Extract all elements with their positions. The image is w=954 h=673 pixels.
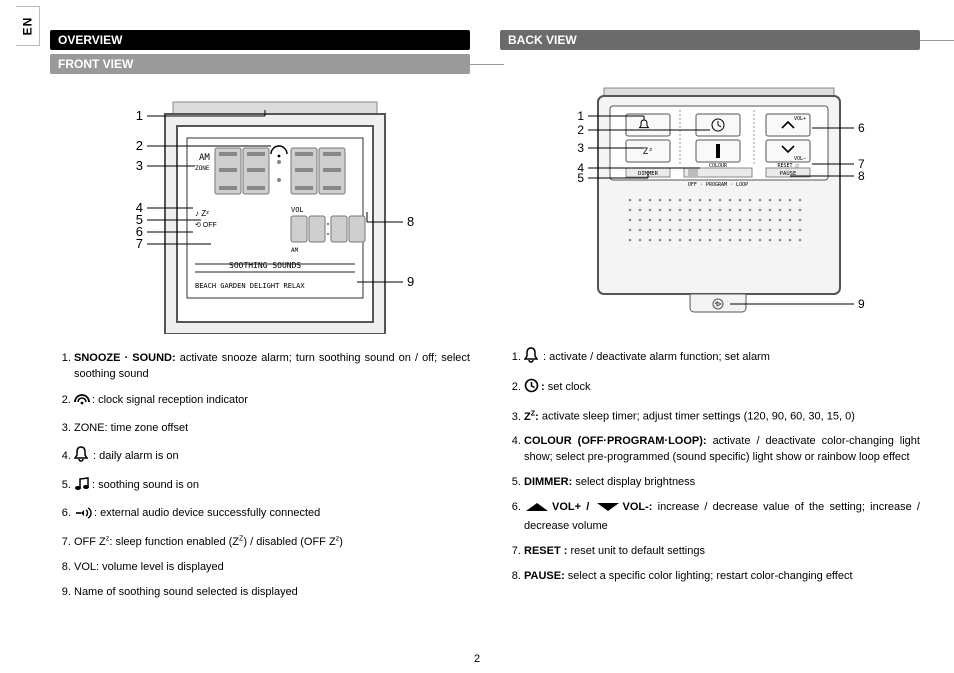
back-item-2: : set clock xyxy=(524,378,920,399)
overview-header: OVERVIEW xyxy=(50,30,470,50)
svg-text:OFF · PROGRAM · LOOP: OFF · PROGRAM · LOOP xyxy=(688,182,748,188)
front-view-list: SNOOZE · SOUND: activate snooze alarm; t… xyxy=(50,351,470,601)
svg-text:VOL: VOL xyxy=(291,206,304,214)
back-item-8: PAUSE: select a specific color lighting;… xyxy=(524,569,920,585)
language-tab-text: EN xyxy=(20,17,34,36)
front-item-9: Name of soothing sound selected is displ… xyxy=(74,585,470,601)
svg-text:RESET ○: RESET ○ xyxy=(777,163,798,169)
page-number: 2 xyxy=(0,653,954,665)
bell-icon xyxy=(524,347,538,369)
front-item-6: : external audio device successfully con… xyxy=(74,506,470,525)
front-view-diagram: AM ZONE xyxy=(50,84,470,337)
audio-plug-icon xyxy=(74,507,92,525)
back-view-diagram: VOL+ Zᶻ VOL− DIMMER COLOUR PAUSE xyxy=(500,60,920,333)
left-column: OVERVIEW FRONT VIEW AM ZONE xyxy=(50,30,470,610)
svg-text:6: 6 xyxy=(858,121,865,135)
svg-text:1: 1 xyxy=(577,109,584,123)
back-item-4: COLOUR (OFF·PROGRAM·LOOP): activate / de… xyxy=(524,434,920,466)
back-view-list: : activate / deactivate alarm function; … xyxy=(500,347,920,585)
front-item-4: : daily alarm is on xyxy=(74,446,470,468)
front-item-8: VOL: volume level is displayed xyxy=(74,560,470,576)
svg-text:VOL−: VOL− xyxy=(794,156,806,162)
front-view-header: FRONT VIEW xyxy=(50,54,470,74)
svg-text:♪ Zᶻ: ♪ Zᶻ xyxy=(195,209,209,218)
svg-text:2: 2 xyxy=(136,138,143,153)
front-item-5: : soothing sound is on xyxy=(74,477,470,497)
svg-text:8: 8 xyxy=(407,214,414,229)
svg-text:COLOUR: COLOUR xyxy=(709,163,728,169)
chevron-up-icon xyxy=(524,501,550,519)
svg-text:ZONE: ZONE xyxy=(195,165,210,172)
svg-text:SOOTHING SOUNDS: SOOTHING SOUNDS xyxy=(229,261,301,270)
front-item-2: : clock signal reception indicator xyxy=(74,392,470,412)
chevron-down-icon xyxy=(595,501,621,519)
clock-icon xyxy=(524,378,539,399)
music-note-icon xyxy=(74,477,90,497)
back-view-header: BACK VIEW xyxy=(500,30,920,50)
svg-text:3: 3 xyxy=(577,141,584,155)
svg-text:9: 9 xyxy=(858,297,865,311)
back-item-3: ZZ: activate sleep timer; adjust timer s… xyxy=(524,408,920,426)
front-item-1: SNOOZE · SOUND: activate snooze alarm; t… xyxy=(74,351,470,383)
signal-icon xyxy=(74,392,90,412)
svg-text:VOL+: VOL+ xyxy=(794,116,806,122)
back-item-7: RESET : reset unit to default settings xyxy=(524,544,920,560)
right-column: BACK VIEW VO xyxy=(500,30,920,594)
svg-text:1: 1 xyxy=(136,108,143,123)
back-item-1: : activate / deactivate alarm function; … xyxy=(524,347,920,369)
svg-text:⟲ OFF: ⟲ OFF xyxy=(195,222,217,229)
back-item-6: VOL+ / VOL-: increase / decrease value o… xyxy=(524,500,920,535)
svg-text:9: 9 xyxy=(407,274,414,289)
bell-icon xyxy=(74,446,88,468)
lcd-am-zone: AM xyxy=(199,153,210,163)
language-tab: EN xyxy=(16,6,40,46)
zz-label: ZZ: xyxy=(524,411,539,423)
off-zz-text: OFF Zz: sleep function enabled (ZZ) / di… xyxy=(74,536,343,548)
front-item-3: ZONE: time zone offset xyxy=(74,421,470,437)
svg-text:2: 2 xyxy=(577,123,584,137)
svg-text:8: 8 xyxy=(858,169,865,183)
svg-text:7: 7 xyxy=(136,236,143,251)
svg-text:AM: AM xyxy=(291,247,299,254)
svg-text:5: 5 xyxy=(577,171,584,185)
svg-text:BEACH GARDEN DELIGHT RELAX: BEACH GARDEN DELIGHT RELAX xyxy=(195,282,305,290)
back-item-5: DIMMER: select display brightness xyxy=(524,475,920,491)
svg-text:3: 3 xyxy=(136,158,143,173)
svg-text:Zᶻ: Zᶻ xyxy=(643,147,654,157)
front-item-7: OFF Zz: sleep function enabled (ZZ) / di… xyxy=(74,534,470,552)
